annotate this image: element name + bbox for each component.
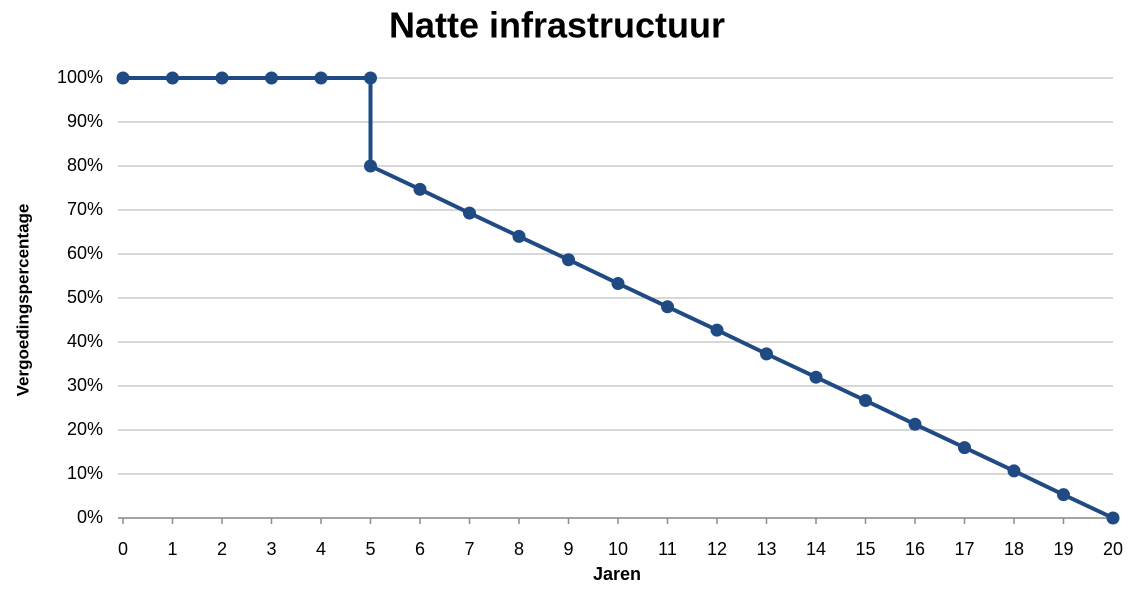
data-point xyxy=(1057,488,1070,502)
data-point xyxy=(710,323,724,337)
x-tick-label: 13 xyxy=(756,539,776,559)
x-tick-label: 8 xyxy=(514,539,524,559)
data-point xyxy=(1007,464,1021,478)
data-point xyxy=(958,441,971,455)
x-tick-label: 11 xyxy=(658,539,677,559)
y-axis-label: Vergoedingspercentage xyxy=(13,204,32,397)
data-point xyxy=(116,71,130,85)
x-tick-label: 1 xyxy=(167,539,177,559)
data-point xyxy=(364,159,377,173)
x-tick-label: 0 xyxy=(118,539,128,559)
x-tick-label: 18 xyxy=(1004,539,1024,559)
data-point xyxy=(413,182,427,196)
x-tick-label: 6 xyxy=(415,539,425,559)
x-tick-label: 9 xyxy=(563,539,573,559)
data-point xyxy=(809,370,823,384)
x-tick-label: 17 xyxy=(954,539,974,559)
data-point xyxy=(463,206,476,220)
x-tick-label: 2 xyxy=(217,539,227,559)
data-point xyxy=(859,394,872,408)
data-point xyxy=(562,253,575,267)
x-tick-label: 4 xyxy=(316,539,326,559)
data-point xyxy=(611,276,625,290)
y-tick-label: 50% xyxy=(67,287,103,307)
y-tick-label: 40% xyxy=(67,331,103,351)
x-axis-label: Jaren xyxy=(593,564,641,584)
x-tick-label: 15 xyxy=(855,539,875,559)
y-tick-label: 60% xyxy=(67,243,103,263)
x-tick-label: 12 xyxy=(707,539,727,559)
x-tick-label: 16 xyxy=(905,539,925,559)
data-point xyxy=(314,71,328,85)
x-tick-label: 20 xyxy=(1103,539,1123,559)
y-tick-label: 90% xyxy=(67,111,103,131)
y-tick-label: 30% xyxy=(67,375,103,395)
data-point xyxy=(512,229,526,243)
data-point xyxy=(215,71,229,85)
data-point xyxy=(1106,511,1120,525)
data-point xyxy=(908,417,922,431)
data-point xyxy=(364,71,377,85)
x-tick-label: 5 xyxy=(365,539,375,559)
x-tick-label: 3 xyxy=(266,539,276,559)
data-point xyxy=(661,300,674,314)
y-tick-label: 80% xyxy=(67,155,103,175)
x-tick-label: 10 xyxy=(608,539,628,559)
y-tick-label: 0% xyxy=(77,507,103,527)
x-tick-label: 14 xyxy=(806,539,826,559)
series-line xyxy=(123,76,1114,520)
x-tick-label: 7 xyxy=(464,539,474,559)
y-tick-label: 20% xyxy=(67,419,103,439)
chart-title: Natte infrastructuur xyxy=(389,5,725,46)
y-tick-label: 70% xyxy=(67,199,103,219)
data-point xyxy=(760,347,773,361)
x-tick-label: 19 xyxy=(1053,539,1073,559)
y-tick-label: 10% xyxy=(67,463,103,483)
data-point xyxy=(265,71,278,85)
data-point xyxy=(166,71,179,85)
y-tick-label: 100% xyxy=(57,67,103,87)
